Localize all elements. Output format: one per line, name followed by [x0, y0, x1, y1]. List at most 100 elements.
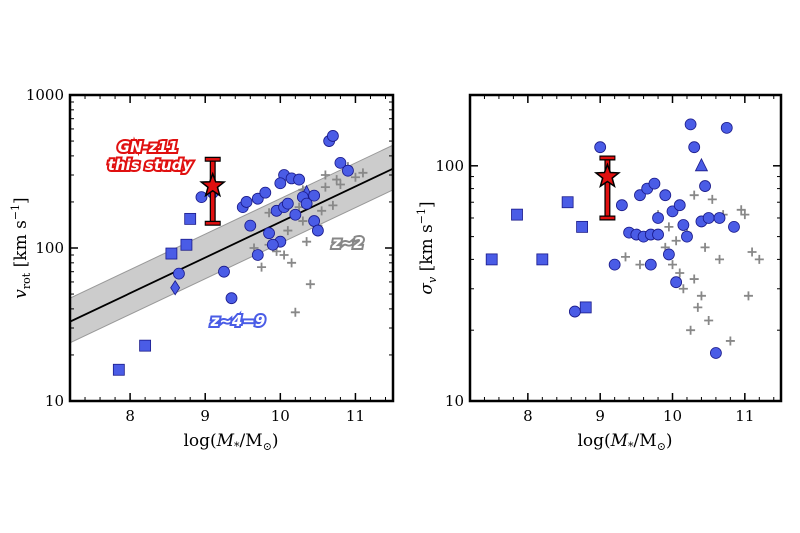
right-circle-point [652, 212, 664, 224]
left-plus-point [358, 168, 368, 178]
right-plus-point [689, 190, 699, 200]
left-circle-point [311, 224, 324, 237]
left-circle-point [266, 238, 279, 251]
left-circle-point [300, 197, 313, 210]
right-plus-point [754, 254, 764, 264]
right-plus-point [736, 205, 746, 215]
right-circle-point [684, 118, 697, 131]
right-plus-point [675, 268, 685, 278]
left-circle-point [251, 249, 264, 261]
right-plus-point [668, 260, 678, 270]
left-circle-point [342, 164, 354, 177]
right-square-point [511, 208, 523, 221]
right-circle-point [608, 258, 621, 271]
left-plot-area [70, 130, 393, 376]
right-x-tick-label: 10 [663, 407, 682, 425]
left-plus-point [350, 172, 360, 182]
left-x-tick-label: 8 [125, 407, 135, 425]
left-plus-point [257, 262, 267, 272]
right-square-point [576, 220, 589, 233]
right-plus-point [707, 194, 717, 204]
left-plus-point [290, 307, 300, 317]
right-circle-point [728, 220, 740, 233]
right-x-tick-label: 8 [523, 407, 533, 425]
left-circle-point [244, 219, 257, 232]
left-circle-point [259, 186, 272, 199]
right-x-tick-label: 9 [595, 407, 605, 425]
right-plus-point [743, 291, 753, 301]
right-y-axis-title: σv [km s−1] [415, 201, 439, 294]
left-x-axis-title: log(M*/M⊙) [183, 431, 278, 453]
right-square-point [485, 253, 498, 266]
left-square-point [112, 363, 125, 376]
right-circle-point [673, 199, 686, 212]
right-circle-point [677, 219, 690, 231]
right-plus-point [725, 336, 735, 346]
right-plus-point [671, 236, 681, 246]
left-x-tick-label: 11 [346, 407, 365, 425]
left-plus-point [328, 200, 338, 210]
left-circle-point [195, 191, 208, 204]
right-plus-point [696, 291, 706, 301]
right-circle-point [688, 141, 701, 154]
left-circle-point [240, 196, 253, 208]
right-plus-point [700, 242, 710, 252]
right-plot-area [485, 118, 764, 359]
right-square-point [536, 253, 549, 266]
right-axes-frame [468, 93, 783, 403]
right-circle-point [648, 177, 661, 190]
right-circle-point [681, 230, 693, 243]
right-plus-point [664, 222, 674, 232]
left-circle-point [218, 265, 230, 278]
right-circle-point [670, 276, 683, 289]
right-plus-point [635, 260, 645, 270]
left-diamond-point [170, 279, 181, 296]
right-plus-point [689, 274, 699, 284]
right-circle-point [634, 189, 646, 202]
right-circle-point [615, 199, 628, 212]
left-plus-point [335, 180, 345, 190]
right-plus-point [693, 302, 703, 312]
left-circle-point [308, 189, 321, 202]
right-circle-point [659, 189, 672, 202]
right-circle-point [594, 141, 607, 154]
right-plus-point [704, 315, 714, 325]
right-circle-point [702, 212, 715, 224]
right-plus-point [678, 284, 688, 294]
left-circle-point [327, 130, 339, 142]
left-plus-point [298, 216, 308, 226]
left-circle-point [334, 156, 347, 169]
right-x-tick-label: 11 [735, 407, 754, 425]
right-y-tick-label: 100 [435, 157, 464, 175]
left-fit-line [70, 167, 393, 323]
right-square-point [561, 196, 574, 209]
right-square-point [579, 301, 592, 314]
gn-z11-label-title: GN-z11 [118, 138, 179, 156]
right-plus-point [747, 247, 757, 257]
z2-label: z∼2 [331, 234, 364, 252]
left-y-axis-title: vrot [km s−1] [9, 197, 33, 298]
right-circle-point [652, 228, 664, 241]
right-plus-point [740, 210, 750, 220]
right-circle-point [568, 305, 581, 318]
right-gn-z11-star [593, 162, 621, 189]
right-circle-point [713, 212, 726, 224]
left-ticks: 8 9 10 11 10 100 1000 [26, 86, 393, 425]
left-y-tick-label: 10 [45, 392, 64, 410]
right-circle-point [720, 121, 733, 134]
left-square-point [180, 238, 193, 251]
right-circle-point [644, 258, 657, 271]
left-square-point [165, 247, 178, 260]
left-square-point [139, 339, 152, 352]
left-circle-point [289, 208, 302, 221]
right-y-tick-label: 10 [445, 392, 464, 410]
left-plus-point [287, 258, 297, 268]
z49-label: z∼4−9 [210, 312, 266, 330]
left-y-tick-label: 100 [35, 239, 64, 257]
left-circle-point [274, 177, 287, 190]
left-plus-point [320, 170, 330, 180]
left-plus-point [320, 182, 330, 192]
gn-z11-label-sub: this study [108, 156, 194, 174]
left-gn-z11-star [199, 171, 227, 198]
